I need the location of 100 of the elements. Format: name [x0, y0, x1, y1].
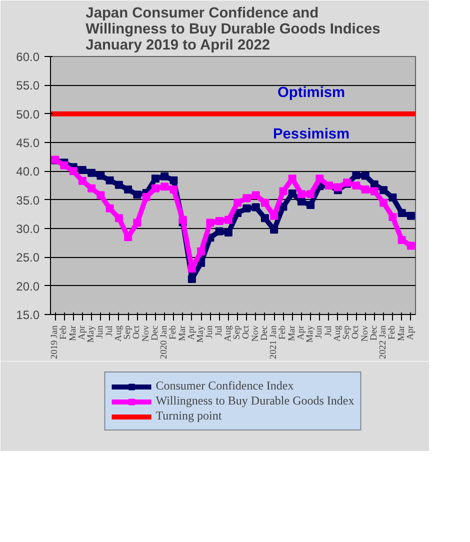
point [215, 227, 224, 236]
point [306, 190, 315, 198]
point [380, 186, 388, 194]
x-tick-label: Sep [232, 325, 243, 340]
point [380, 198, 388, 207]
point [260, 214, 269, 222]
point [78, 166, 86, 174]
x-tick-label: Mar [68, 324, 78, 342]
point [361, 186, 370, 194]
point [178, 216, 187, 224]
x-tick-label: May [86, 325, 97, 343]
point [106, 204, 114, 212]
y-tick-label: 30.0 [16, 222, 40, 236]
point [133, 190, 142, 199]
point [151, 184, 160, 192]
x-tick-label: Aug [332, 325, 343, 342]
x-tick-label: Oct [351, 325, 362, 339]
x-tick-label: Oct [132, 325, 142, 339]
point [398, 236, 406, 244]
point [406, 212, 415, 220]
point [106, 176, 114, 184]
x-tick-label: Apr [186, 324, 197, 340]
y-tick-label: 25.0 [16, 250, 40, 265]
x-tick-label: Apr [77, 324, 88, 340]
x-tick-label: Apr [406, 324, 416, 340]
point [252, 191, 260, 200]
annotation: Optimism [277, 85, 346, 102]
point [151, 174, 160, 183]
legend-label: Turning point [156, 408, 222, 424]
point [406, 242, 415, 250]
x-tick-label: Nov [360, 325, 370, 342]
point [316, 174, 324, 183]
point [96, 172, 105, 180]
x-tick-label: Dec [260, 325, 270, 341]
point [260, 198, 269, 207]
x-tick-label: 2020 Jan [160, 325, 170, 359]
x-tick-label: Jul [214, 325, 224, 336]
x-tick-label: Sep [342, 325, 352, 340]
point [352, 171, 360, 180]
x-tick-label: Jun [205, 325, 216, 338]
y-tick-label: 50.0 [16, 107, 40, 122]
x-tick-label: Jul [324, 325, 334, 336]
y-tick-label: 20.0 [16, 279, 40, 294]
point [188, 274, 196, 283]
point [69, 167, 78, 176]
x-tick-label: 2021 Jan [269, 325, 280, 359]
point [88, 168, 96, 177]
x-tick-label: Aug [114, 325, 124, 342]
x-tick-label: Apr [296, 324, 306, 340]
x-tick-label: Dec [369, 325, 380, 341]
point [197, 247, 206, 256]
x-tick-label: Feb [388, 325, 398, 340]
legend-label: Willingness to Buy Durable Goods Index [156, 394, 354, 408]
point [388, 194, 397, 202]
x-tick-label: Jul [104, 325, 115, 336]
x-tick-label: Nov [250, 325, 261, 342]
point [88, 184, 96, 192]
y-tick-label: 55.0 [16, 78, 40, 93]
point [224, 216, 232, 224]
point [306, 200, 315, 209]
point [334, 183, 342, 192]
point [388, 213, 397, 222]
point [133, 218, 142, 227]
point [361, 172, 370, 180]
point [124, 186, 132, 194]
x-tick-label: Sep [123, 325, 134, 340]
point [160, 182, 169, 191]
x-tick-label: Feb [278, 325, 288, 340]
x-tick-label: Mar [178, 324, 188, 342]
x-tick-label: May [306, 325, 316, 343]
point [370, 187, 378, 196]
point [188, 264, 196, 273]
point [170, 186, 178, 194]
legend-label: Consumer Confidence Index [156, 378, 294, 394]
point [78, 176, 86, 185]
x-tick-label: Mar [287, 324, 298, 342]
point [352, 182, 360, 190]
point [252, 203, 260, 212]
point [242, 194, 251, 202]
point [215, 217, 224, 226]
point [114, 214, 123, 222]
point [288, 190, 296, 198]
x-tick-label: Jun [314, 325, 325, 338]
x-tick-label: Aug [223, 325, 234, 342]
y-tick-label: 35.0 [16, 193, 40, 208]
point [160, 172, 169, 180]
y-tick-label: 40.0 [16, 164, 40, 179]
point [279, 187, 288, 196]
point [234, 198, 242, 207]
point [96, 191, 105, 200]
point [170, 176, 178, 184]
x-tick-label: Nov [141, 325, 152, 342]
x-tick-label: 2019 Jan [50, 325, 60, 359]
point [297, 190, 306, 198]
annotation: Pessimism [273, 126, 350, 142]
x-tick-label: Jun [96, 325, 106, 338]
x-tick-label: Dec [150, 325, 160, 341]
point [242, 204, 251, 212]
x-tick-label: 2022 Jan [378, 325, 389, 359]
x-tick-label: Oct [242, 325, 252, 339]
